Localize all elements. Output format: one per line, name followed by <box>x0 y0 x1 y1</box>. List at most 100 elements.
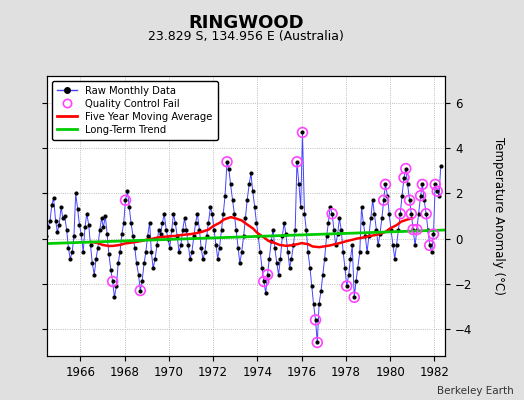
Point <box>217 226 226 233</box>
Point <box>152 242 161 248</box>
Point <box>407 210 416 217</box>
Point <box>298 129 307 136</box>
Point <box>57 204 66 210</box>
Point <box>33 208 41 215</box>
Point <box>101 213 110 219</box>
Point <box>81 224 89 230</box>
Point <box>431 181 440 188</box>
Point <box>392 242 401 248</box>
Point <box>166 244 174 251</box>
Point <box>127 220 135 226</box>
Point <box>35 224 43 230</box>
Point <box>190 233 198 240</box>
Point <box>125 204 134 210</box>
Point <box>424 226 432 233</box>
Point <box>320 256 329 262</box>
Point <box>171 220 179 226</box>
Point <box>258 265 266 271</box>
Point <box>99 224 107 230</box>
Point <box>319 272 327 278</box>
Point <box>186 256 194 262</box>
Point <box>245 181 253 188</box>
Point <box>66 256 74 262</box>
Point <box>136 287 145 294</box>
Point <box>396 210 405 217</box>
Point <box>133 260 141 267</box>
Point <box>300 210 309 217</box>
Point <box>311 317 320 323</box>
Point <box>64 244 73 251</box>
Point <box>51 217 60 224</box>
Point <box>333 231 342 237</box>
Point <box>95 226 104 233</box>
Point <box>348 242 356 248</box>
Point <box>379 197 388 203</box>
Point <box>294 181 303 188</box>
Point <box>433 188 441 194</box>
Point <box>199 256 207 262</box>
Point <box>270 244 279 251</box>
Point <box>62 226 71 233</box>
Point <box>431 181 440 188</box>
Point <box>46 217 54 224</box>
Point <box>280 220 288 226</box>
Point <box>86 242 95 248</box>
Point <box>429 231 438 237</box>
Point <box>197 244 205 251</box>
Point <box>90 272 99 278</box>
Point <box>55 222 63 228</box>
Point <box>287 256 296 262</box>
Point <box>326 204 334 210</box>
Point <box>157 231 165 237</box>
Point <box>259 278 268 285</box>
Point <box>406 197 414 203</box>
Point <box>436 163 445 170</box>
Point <box>396 210 405 217</box>
Point <box>214 256 222 262</box>
Point <box>332 242 340 248</box>
Point <box>387 226 395 233</box>
Point <box>134 272 143 278</box>
Point <box>212 242 220 248</box>
Point <box>407 210 416 217</box>
Point <box>162 226 170 233</box>
Y-axis label: Temperature Anomaly (°C): Temperature Anomaly (°C) <box>492 137 505 295</box>
Point <box>422 210 430 217</box>
Point <box>356 249 364 255</box>
Point <box>337 226 345 233</box>
Point <box>283 249 292 255</box>
Point <box>237 249 246 255</box>
Point <box>84 222 93 228</box>
Point <box>228 197 237 203</box>
Point <box>247 170 255 176</box>
Point <box>376 231 384 237</box>
Point <box>289 242 298 248</box>
Point <box>313 339 322 346</box>
Text: Berkeley Earth: Berkeley Earth <box>437 386 514 396</box>
Point <box>401 165 410 172</box>
Point <box>317 287 325 294</box>
Point <box>225 165 233 172</box>
Point <box>259 278 268 285</box>
Point <box>177 242 185 248</box>
Point <box>365 233 373 240</box>
Point <box>401 165 410 172</box>
Point <box>425 242 434 248</box>
Legend: Raw Monthly Data, Quality Control Fail, Five Year Moving Average, Long-Term Tren: Raw Monthly Data, Quality Control Fail, … <box>52 81 217 140</box>
Point <box>269 226 277 233</box>
Point <box>48 202 56 208</box>
Point <box>191 220 200 226</box>
Point <box>420 197 428 203</box>
Point <box>136 287 145 294</box>
Point <box>138 278 146 285</box>
Point <box>361 233 369 240</box>
Point <box>112 283 121 289</box>
Point <box>118 231 126 237</box>
Point <box>193 210 202 217</box>
Point <box>94 244 102 251</box>
Point <box>206 204 215 210</box>
Point <box>413 226 421 233</box>
Point <box>335 215 344 222</box>
Point <box>398 192 406 199</box>
Point <box>121 197 129 203</box>
